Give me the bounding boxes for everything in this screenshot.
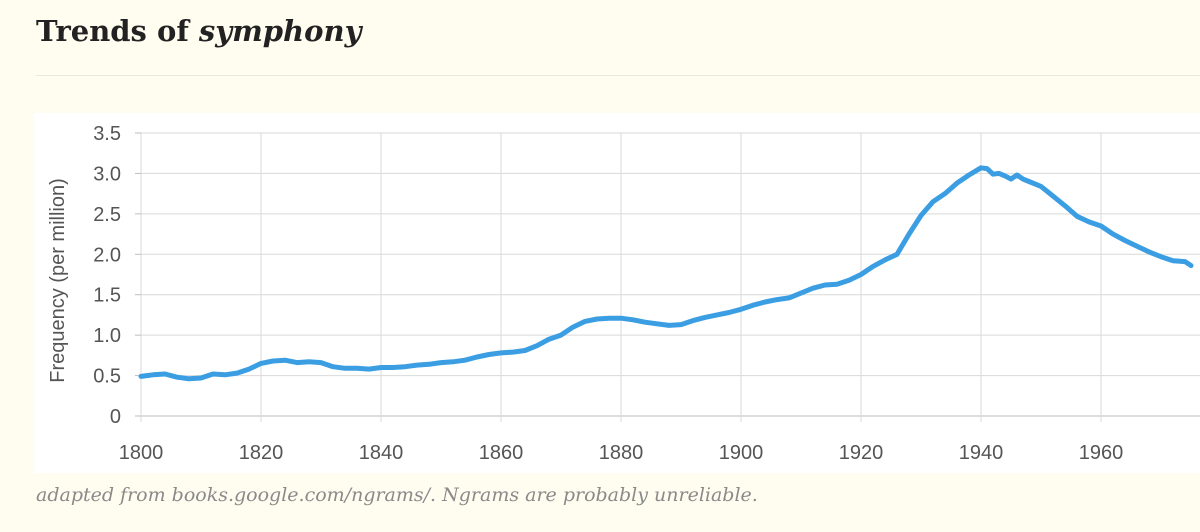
line-chart: 00.51.01.52.02.53.03.5 1800 1820 1840 1860 1…	[47, 123, 1200, 464]
series-line	[138, 165, 1194, 382]
y-tick-label: 3.0	[93, 163, 121, 185]
title-term: symphony	[198, 14, 362, 48]
source-caption: adapted from books.google.com/ngrams/. N…	[36, 484, 758, 506]
x-tick-label: 1900	[719, 442, 764, 464]
y-tick-label: 3.5	[93, 123, 121, 145]
x-tick-label: 1820	[239, 442, 284, 464]
x-tick-label: 1800	[119, 442, 164, 464]
y-tick-label: 2.5	[93, 204, 121, 226]
grid-lines	[140, 132, 1200, 422]
x-tick-label: 1960	[1079, 442, 1124, 464]
y-tick-label: 2.0	[93, 244, 121, 266]
chart-container: 0 0.5 1.0 1.5 2.0 2.5 3.0 3.5 1800 1820 1840 1860 1…	[34, 113, 1200, 473]
y-tick-label: 0.5	[93, 366, 121, 388]
y-tick-label: 1.5	[93, 285, 121, 307]
title-divider	[36, 75, 1200, 76]
y-axis-label: Frequency (per million)	[47, 178, 69, 383]
y-tick-label: 0	[110, 406, 121, 428]
x-tick-label: 1940	[959, 442, 1004, 464]
x-axis-ticks: 1800 1820 1840 1860 1880 1900 1920 1940 1960	[119, 442, 1124, 464]
y-axis-ticks: 0 0.5 1.0 1.5 2.0 2.5 3.0 3.5	[93, 123, 141, 428]
series-group	[138, 165, 1194, 382]
x-tick-label: 1860	[479, 442, 524, 464]
x-tick-label: 1880	[599, 442, 644, 464]
x-tick-label: 1920	[839, 442, 884, 464]
x-tick-label: 1840	[359, 442, 404, 464]
y-tick-label: 1.0	[93, 325, 121, 347]
page-title: Trends of symphony	[36, 14, 361, 48]
title-prefix: Trends of	[36, 14, 189, 48]
